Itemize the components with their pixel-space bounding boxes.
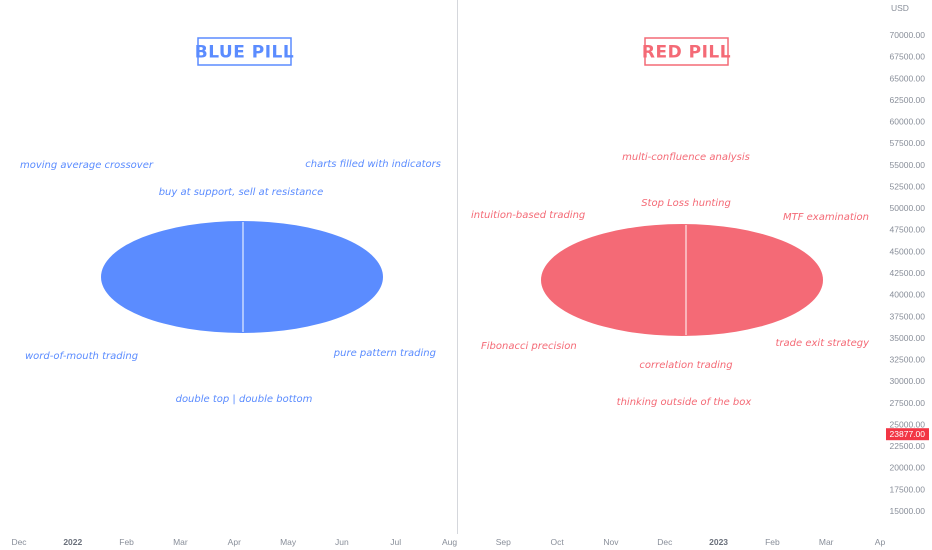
price-tick-label: 42500.00: [890, 268, 926, 278]
red-pill-title-box: [644, 37, 729, 66]
red-label-multi-confluence: multi-confluence analysis: [622, 152, 750, 163]
time-tick-label: Oct: [550, 537, 564, 547]
current-price-badge: [886, 428, 929, 441]
price-tick-label: 30000.00: [890, 376, 926, 386]
time-tick-label: May: [280, 537, 297, 547]
red-label-mtf: MTF examination: [783, 212, 869, 223]
price-tick-label: 45000.00: [890, 246, 926, 256]
blue-label-pure-pattern: pure pattern trading: [333, 348, 436, 359]
time-tick-label: 2022: [63, 537, 82, 547]
price-axis[interactable]: USD 70000.00 67500.00 65000.00 62500.00 6000…: [886, 3, 929, 516]
price-tick-label: 62500.00: [890, 95, 926, 105]
blue-label-support-resistance: buy at support, sell at resistance: [159, 187, 324, 198]
blue-label-indicators: charts filled with indicators: [305, 159, 441, 170]
price-tick-label: 60000.00: [890, 117, 926, 127]
red-label-stop-loss-hunting: Stop Loss hunting: [641, 198, 731, 209]
price-tick-label: 37500.00: [890, 311, 926, 321]
red-label-outside-box: thinking outside of the box: [617, 397, 752, 408]
price-tick-label: 25000.00: [890, 420, 926, 430]
time-axis[interactable]: Dec 2022 Feb Mar Apr May Jun Jul Aug Sep Oct Nov Dec…: [11, 537, 885, 547]
time-tick-label: Dec: [11, 537, 27, 547]
price-tick-label: 70000.00: [890, 30, 926, 40]
time-tick-label: Nov: [603, 537, 619, 547]
price-tick-label: 27500.00: [890, 398, 926, 408]
red-pill-panel: RED PILL multi-confluence analysis Stop …: [471, 37, 871, 408]
blue-label-word-of-mouth: word-of-mouth trading: [25, 351, 138, 362]
price-tick-label: 15000.00: [890, 506, 926, 516]
time-tick-label: Aug: [442, 537, 457, 547]
price-tick-label: 40000.00: [890, 290, 926, 300]
blue-label-ma-crossover: moving average crossover: [20, 160, 154, 171]
price-tick-label: 20000.00: [890, 463, 926, 473]
red-pill-title: RED PILL: [642, 43, 731, 63]
time-tick-label: Feb: [765, 537, 780, 547]
price-tick-label: 65000.00: [890, 73, 926, 83]
price-tick-label: 47500.00: [890, 225, 926, 235]
price-tick-label: 52500.00: [890, 182, 926, 192]
time-tick-label: Mar: [173, 537, 188, 547]
price-tick-label: 17500.00: [890, 484, 926, 494]
price-tick-label: 22500.00: [890, 441, 926, 451]
price-tick-label: 50000.00: [890, 203, 926, 213]
price-axis-currency: USD: [891, 3, 909, 13]
red-pill-ellipse[interactable]: [541, 224, 823, 336]
current-price-label: 23877.00: [890, 429, 926, 439]
time-tick-label: Ap: [875, 537, 886, 547]
time-tick-label: Feb: [119, 537, 134, 547]
time-tick-label: 2023: [709, 537, 728, 547]
red-label-correlation: correlation trading: [639, 360, 732, 371]
blue-pill-title-box: [197, 37, 292, 66]
blue-pill-panel: BLUE PILL moving average crossover chart…: [20, 37, 441, 405]
price-tick-label: 55000.00: [890, 160, 926, 170]
price-tick-label: 67500.00: [890, 52, 926, 62]
blue-label-double-top-bottom: double top | double bottom: [176, 394, 313, 405]
price-tick-label: 57500.00: [890, 138, 926, 148]
time-tick-label: Mar: [819, 537, 834, 547]
blue-pill-ellipse[interactable]: [101, 221, 383, 333]
red-label-intuition: intuition-based trading: [471, 210, 585, 221]
red-label-fibonacci: Fibonacci precision: [481, 341, 577, 352]
time-tick-label: Dec: [657, 537, 673, 547]
time-tick-label: Jun: [335, 537, 349, 547]
time-tick-label: Apr: [228, 537, 241, 547]
price-tick-label: 35000.00: [890, 333, 926, 343]
price-tick-label: 32500.00: [890, 355, 926, 365]
blue-pill-title: BLUE PILL: [195, 43, 294, 63]
time-tick-label: Sep: [496, 537, 511, 547]
time-tick-label: Jul: [390, 537, 401, 547]
red-label-trade-exit: trade exit strategy: [776, 338, 871, 349]
